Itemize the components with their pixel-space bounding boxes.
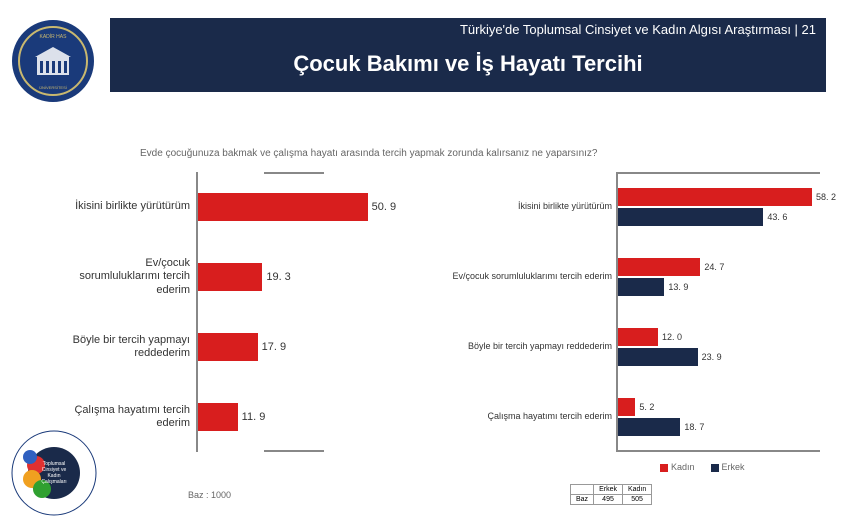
left-bar-area: 19. 3: [196, 242, 396, 312]
right-bar-area: 24. 7 13. 9: [616, 242, 816, 312]
right-bar-erkek: 18. 7: [618, 418, 680, 436]
right-group-label: Böyle bir tercih yapmayı reddederim: [442, 342, 612, 352]
table-cell: Baz: [571, 495, 594, 505]
left-bar-area: 11. 9: [196, 382, 396, 452]
table-cell: 495: [594, 495, 623, 505]
table-cell: 505: [622, 495, 651, 505]
right-bar-area: 5. 2 18. 7: [616, 382, 816, 452]
right-bar-erkek: 13. 9: [618, 278, 664, 296]
legend-label-erkek: Erkek: [722, 462, 745, 472]
left-bar-chart: İkisini birlikte yürütürüm50. 9Ev/çocuk …: [68, 172, 398, 472]
legend: Kadın Erkek: [660, 462, 745, 472]
legend-swatch-erkek: [711, 464, 719, 472]
svg-text:Çalışmaları: Çalışmaları: [41, 479, 66, 485]
right-value-kadin: 24. 7: [704, 262, 724, 272]
left-chart-row: Çalışma hayatımı tercih ederim11. 9: [68, 382, 398, 452]
right-grouped-bar-chart: İkisini birlikte yürütürüm 58. 2 43. 6 Ev/ç…: [440, 172, 820, 472]
table-cell: Erkek: [594, 485, 623, 495]
legend-swatch-kadin: [660, 464, 668, 472]
left-bar-value: 11. 9: [242, 411, 266, 423]
right-value-erkek: 43. 6: [767, 212, 787, 222]
header-bar: Türkiye'de Toplumsal Cinsiyet ve Kadın A…: [110, 18, 826, 92]
right-bar-area: 12. 0 23. 9: [616, 312, 816, 382]
left-bar-value: 19. 3: [266, 271, 290, 283]
base-breakdown-table: Erkek Kadın Baz 495 505: [570, 484, 652, 505]
right-bar-kadin: 58. 2: [618, 188, 812, 206]
right-value-erkek: 13. 9: [668, 282, 688, 292]
right-value-erkek: 23. 9: [702, 352, 722, 362]
legend-label-kadin: Kadın: [671, 462, 695, 472]
left-bar: 11. 9: [198, 403, 238, 431]
svg-text:ÜNİVERSİTESİ: ÜNİVERSİTESİ: [39, 85, 67, 90]
right-chart-group: İkisini birlikte yürütürüm 58. 2 43. 6: [440, 172, 820, 242]
right-bar-kadin: 24. 7: [618, 258, 700, 276]
table-cell: [571, 485, 594, 495]
question-text: Evde çocuğunuza bakmak ve çalışma hayatı…: [140, 148, 597, 159]
base-total: Baz : 1000: [188, 490, 231, 500]
table-cell: Kadın: [622, 485, 651, 495]
left-bar: 17. 9: [198, 333, 258, 361]
right-bar-erkek: 43. 6: [618, 208, 763, 226]
right-value-kadin: 5. 2: [639, 402, 654, 412]
left-bar-value: 50. 9: [372, 201, 396, 213]
right-group-label: Çalışma hayatımı tercih ederim: [442, 412, 612, 422]
left-bar-label: Böyle bir tercih yapmayı reddederim: [68, 334, 196, 360]
left-bar-label: Çalışma hayatımı tercih ederim: [68, 404, 196, 430]
left-chart-row: Böyle bir tercih yapmayı reddederim17. 9: [68, 312, 398, 382]
left-chart-row: İkisini birlikte yürütürüm50. 9: [68, 172, 398, 242]
svg-text:KADİR HAS: KADİR HAS: [40, 33, 68, 40]
left-bar-area: 50. 9: [196, 172, 396, 242]
left-bar-label: İkisini birlikte yürütürüm: [68, 200, 196, 213]
legend-item-erkek: Erkek: [711, 462, 745, 472]
right-value-erkek: 18. 7: [684, 422, 704, 432]
right-bar-erkek: 23. 9: [618, 348, 698, 366]
right-group-label: Ev/çocuk sorumluluklarımı tercih ederim: [442, 272, 612, 282]
left-chart-row: Ev/çocuk sorumluluklarımı tercih ederim1…: [68, 242, 398, 312]
left-bar-area: 17. 9: [196, 312, 396, 382]
right-chart-group: Çalışma hayatımı tercih ederim 5. 2 18. 7: [440, 382, 820, 452]
left-bar: 50. 9: [198, 193, 368, 221]
right-bar-kadin: 12. 0: [618, 328, 658, 346]
page-title: Çocuk Bakımı ve İş Hayatı Tercihi: [110, 37, 826, 77]
right-group-label: İkisini birlikte yürütürüm: [442, 202, 612, 212]
right-chart-group: Ev/çocuk sorumluluklarımı tercih ederim 2…: [440, 242, 820, 312]
right-bar-kadin: 5. 2: [618, 398, 635, 416]
right-value-kadin: 12. 0: [662, 332, 682, 342]
header-breadcrumb: Türkiye'de Toplumsal Cinsiyet ve Kadın A…: [110, 18, 826, 37]
right-bar-area: 58. 2 43. 6: [616, 172, 816, 242]
legend-item-kadin: Kadın: [660, 462, 695, 472]
left-bar-label: Ev/çocuk sorumluluklarımı tercih ederim: [68, 257, 196, 297]
left-bar-value: 17. 9: [262, 341, 286, 353]
university-logo-icon: KADİR HAS ÜNİVERSİTESİ: [12, 20, 94, 102]
right-value-kadin: 58. 2: [816, 192, 836, 202]
left-bar: 19. 3: [198, 263, 262, 291]
right-chart-group: Böyle bir tercih yapmayı reddederim 12. 0…: [440, 312, 820, 382]
